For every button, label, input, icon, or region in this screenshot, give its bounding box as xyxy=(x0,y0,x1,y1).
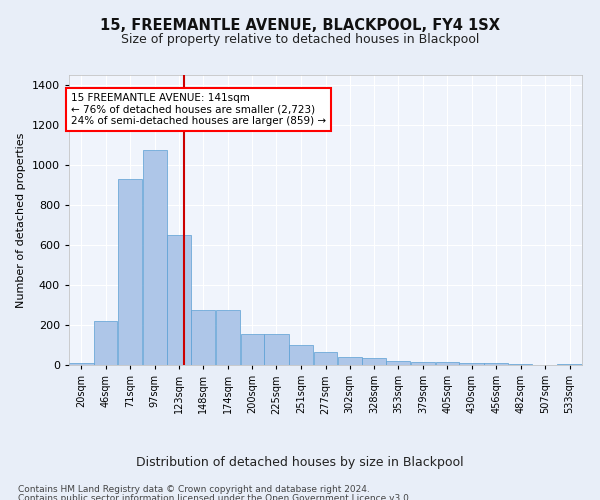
Bar xyxy=(557,364,582,365)
Bar xyxy=(143,150,167,365)
Bar xyxy=(314,352,337,365)
Y-axis label: Number of detached properties: Number of detached properties xyxy=(16,132,26,308)
Bar xyxy=(241,334,264,365)
Bar xyxy=(118,179,142,365)
Bar xyxy=(509,364,532,365)
Text: Contains HM Land Registry data © Crown copyright and database right 2024.: Contains HM Land Registry data © Crown c… xyxy=(18,485,370,494)
Bar xyxy=(338,357,362,365)
Bar xyxy=(289,345,313,365)
Text: 15, FREEMANTLE AVENUE, BLACKPOOL, FY4 1SX: 15, FREEMANTLE AVENUE, BLACKPOOL, FY4 1S… xyxy=(100,18,500,32)
Bar xyxy=(69,363,94,365)
Bar xyxy=(265,334,289,365)
Bar xyxy=(411,362,435,365)
Bar xyxy=(436,362,459,365)
Bar xyxy=(94,321,118,365)
Bar xyxy=(362,358,386,365)
Text: Distribution of detached houses by size in Blackpool: Distribution of detached houses by size … xyxy=(136,456,464,469)
Bar xyxy=(460,363,484,365)
Text: Contains public sector information licensed under the Open Government Licence v3: Contains public sector information licen… xyxy=(18,494,412,500)
Bar xyxy=(216,310,240,365)
Bar xyxy=(386,361,410,365)
Text: Size of property relative to detached houses in Blackpool: Size of property relative to detached ho… xyxy=(121,32,479,46)
Bar xyxy=(484,363,508,365)
Text: 15 FREEMANTLE AVENUE: 141sqm
← 76% of detached houses are smaller (2,723)
24% of: 15 FREEMANTLE AVENUE: 141sqm ← 76% of de… xyxy=(71,93,326,126)
Bar xyxy=(167,235,191,365)
Bar xyxy=(191,310,215,365)
